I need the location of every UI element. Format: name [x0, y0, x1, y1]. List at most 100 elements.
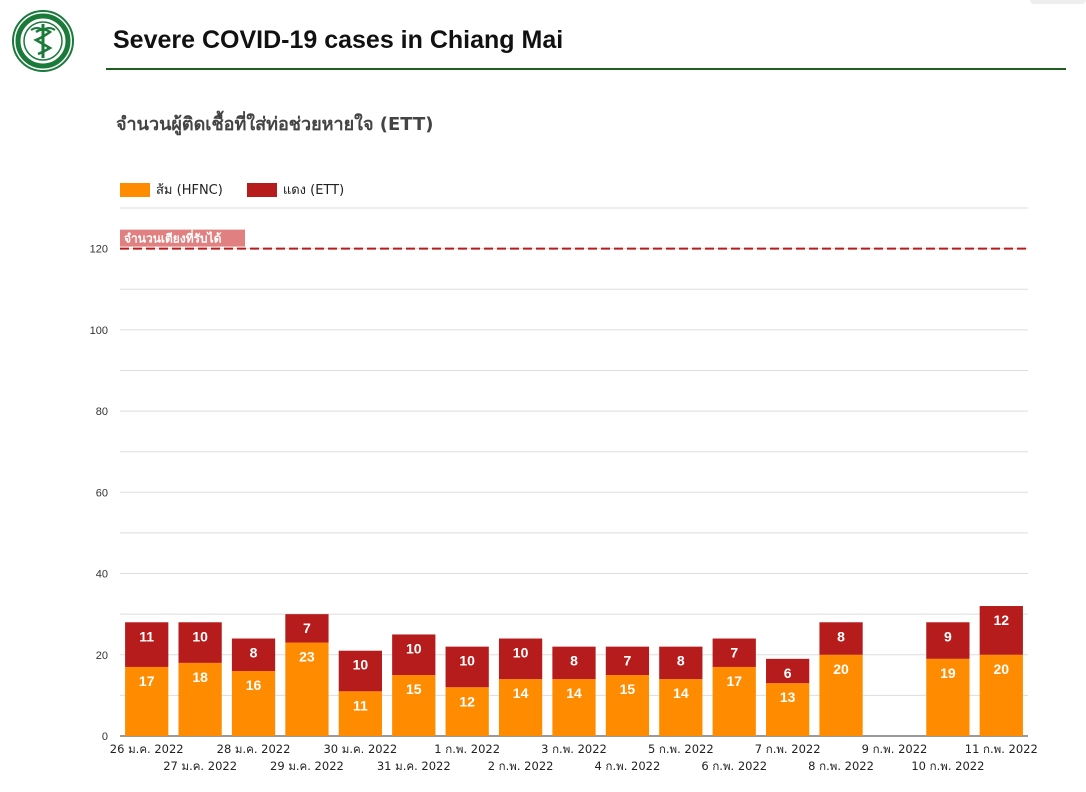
data-label-hfnc: 14: [673, 685, 689, 701]
data-label-hfnc: 23: [299, 649, 315, 665]
data-label-ett: 10: [353, 657, 369, 673]
bar-ett: [605, 646, 650, 676]
legend-item-hfnc: ส้ม (HFNC): [120, 179, 223, 200]
bar-ett: [285, 614, 329, 643]
data-label-hfnc: 17: [139, 673, 155, 689]
data-label-hfnc: 12: [459, 693, 475, 709]
bar-hfnc: [392, 675, 436, 736]
data-label-hfnc: 13: [780, 689, 796, 705]
bar-hfnc: [338, 691, 382, 736]
y-tick-label: 40: [96, 569, 108, 581]
bar-hfnc: [605, 675, 650, 736]
x-tick-label: 27 ม.ค. 2022: [163, 759, 237, 773]
data-label-ett: 8: [837, 628, 845, 644]
bar-hfnc: [766, 683, 810, 736]
data-label-hfnc: 20: [833, 661, 849, 677]
x-tick-label: 29 ม.ค. 2022: [270, 759, 344, 773]
y-tick-label: 0: [102, 731, 108, 743]
data-label-ett: 7: [730, 645, 738, 661]
y-tick-label: 80: [96, 406, 108, 418]
bar-ett: [338, 650, 382, 692]
x-tick-label: 2 ก.พ. 2022: [488, 759, 554, 773]
bar-hfnc: [979, 654, 1023, 736]
header-rule: [106, 68, 1066, 70]
bar-ett: [498, 638, 543, 680]
bar-hfnc: [819, 654, 863, 736]
x-tick-label: 5 ก.พ. 2022: [648, 742, 714, 756]
y-tick-label: 20: [96, 650, 108, 662]
x-tick-label: 8 ก.พ. 2022: [808, 759, 874, 773]
data-label-ett: 10: [406, 640, 422, 656]
bar-hfnc: [178, 662, 222, 736]
data-label-ett: 7: [624, 653, 632, 669]
bar-ett: [231, 638, 276, 672]
data-label-ett: 8: [570, 653, 578, 669]
chart-legend: ส้ม (HFNC) แดง (ETT): [120, 179, 368, 200]
bar-ett: [659, 646, 703, 680]
x-tick-label: 26 ม.ค. 2022: [110, 742, 184, 756]
chart-title: จำนวนผู้ติดเชื้อที่ใส่ท่อช่วยหายใจ (ETT): [116, 114, 434, 135]
x-tick-label: 4 ก.พ. 2022: [595, 759, 661, 773]
capacity-label-background: [120, 229, 245, 247]
y-tick-label: 120: [90, 244, 108, 256]
bar-hfnc: [926, 658, 970, 736]
bar-hfnc: [231, 671, 276, 736]
bar-ett: [766, 658, 810, 684]
bar-ett: [712, 638, 756, 667]
data-label-hfnc: 14: [566, 685, 582, 701]
x-tick-label: 9 ก.พ. 2022: [862, 742, 928, 756]
data-label-hfnc: 18: [192, 669, 208, 685]
y-tick-label: 100: [90, 325, 108, 337]
x-tick-label: 1 ก.พ. 2022: [434, 742, 500, 756]
bar-hfnc: [445, 687, 489, 736]
window-corner-tab: [1030, 0, 1086, 4]
x-tick-label: 7 ก.พ. 2022: [755, 742, 821, 756]
bar-hfnc: [659, 679, 703, 736]
data-label-ett: 9: [944, 628, 952, 644]
bar-hfnc: [125, 666, 169, 736]
data-label-hfnc: 20: [994, 661, 1010, 677]
bar-ett: [178, 622, 222, 663]
x-tick-label: 28 ม.ค. 2022: [217, 742, 291, 756]
bar-ett: [979, 606, 1023, 655]
data-label-hfnc: 15: [620, 681, 636, 697]
x-tick-label: 6 ก.พ. 2022: [701, 759, 767, 773]
legend-label-hfnc: ส้ม (HFNC): [156, 183, 223, 198]
page-title: Severe COVID-19 cases in Chiang Mai: [113, 26, 564, 54]
department-health-seal-icon: [12, 10, 74, 72]
legend-swatch-hfnc: [120, 182, 150, 197]
data-label-ett: 6: [784, 665, 792, 681]
x-tick-label: 11 ก.พ. 2022: [965, 742, 1038, 756]
legend-swatch-ett: [246, 182, 277, 197]
data-label-ett: 10: [513, 645, 529, 661]
data-label-ett: 10: [459, 653, 475, 669]
data-label-ett: 8: [250, 645, 258, 661]
data-label-hfnc: 17: [726, 673, 742, 689]
x-tick-label: 30 ม.ค. 2022: [323, 742, 397, 756]
data-label-hfnc: 14: [513, 685, 529, 701]
data-label-hfnc: 16: [246, 677, 262, 693]
bar-ett: [819, 622, 863, 655]
bar-ett: [445, 646, 489, 688]
bar-ett: [125, 622, 169, 667]
data-label-ett: 8: [677, 653, 685, 669]
data-label-ett: 12: [994, 612, 1010, 628]
bar-ett: [926, 622, 970, 659]
data-label-hfnc: 15: [406, 681, 422, 697]
legend-item-ett: แดง (ETT): [246, 179, 345, 200]
x-tick-label: 31 ม.ค. 2022: [377, 759, 451, 773]
x-tick-label: 10 ก.พ. 2022: [911, 759, 984, 773]
bar-hfnc: [498, 679, 543, 736]
legend-label-ett: แดง (ETT): [282, 183, 345, 198]
data-label-ett: 10: [192, 628, 208, 644]
data-label-hfnc: 19: [940, 665, 956, 681]
bar-ett: [392, 634, 436, 676]
bar-hfnc: [552, 679, 596, 736]
bar-ett: [552, 646, 596, 680]
data-label-ett: 11: [139, 628, 154, 644]
x-tick-label: 3 ก.พ. 2022: [541, 742, 607, 756]
data-label-ett: 7: [303, 620, 311, 636]
data-label-hfnc: 11: [353, 697, 368, 713]
bar-hfnc: [285, 642, 329, 736]
